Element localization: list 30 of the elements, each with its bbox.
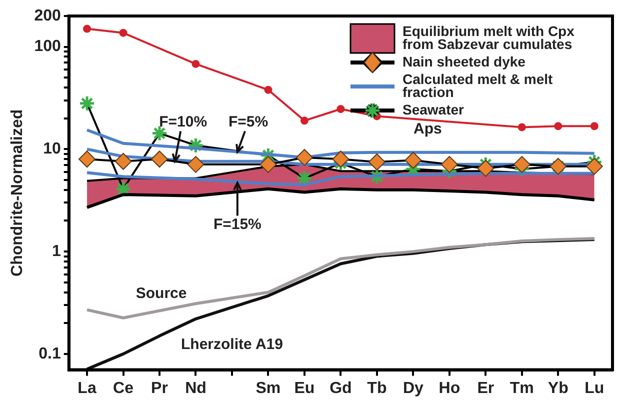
y-tick-label: 100 xyxy=(34,38,61,56)
annotation: Source xyxy=(136,284,187,302)
x-tick-label: Er xyxy=(477,380,494,397)
y-tick-label: 10 xyxy=(43,140,61,158)
annotation: F=5% xyxy=(228,113,268,130)
x-tick-label: Pr xyxy=(151,380,168,397)
x-tick-label: Lu xyxy=(584,380,604,397)
legend-label: Nain sheeted dyke xyxy=(402,53,526,70)
x-tick-label: Tb xyxy=(367,380,387,397)
x-tick-label: Sm xyxy=(256,380,281,397)
x-tick-label: Gd xyxy=(330,380,352,397)
y-axis-title: Chondrite-Normalized xyxy=(9,109,26,276)
x-tick-label: Nd xyxy=(185,380,206,397)
x-tick-label: Ce xyxy=(113,380,134,397)
x-tick-label: Ho xyxy=(438,380,460,397)
legend-label: Seawater xyxy=(402,101,465,118)
x-tick-label: Dy xyxy=(402,380,424,397)
x-tick-label: Yb xyxy=(548,380,569,397)
annotation: Lherzolite A19 xyxy=(180,336,283,354)
x-tick-label: Eu xyxy=(294,380,315,397)
annotation: Aps xyxy=(414,120,442,138)
annotation: F=10% xyxy=(159,113,208,130)
y-tick-label: 200 xyxy=(34,7,61,24)
y-tick-label: 0.1 xyxy=(38,345,61,362)
x-tick-label: La xyxy=(78,380,96,397)
x-tick-label: Tm xyxy=(510,380,534,397)
y-tick-label: 1 xyxy=(52,242,61,260)
legend-label: Calculated melt & melt fraction xyxy=(402,70,553,100)
annotation: F=15% xyxy=(213,216,262,233)
legend-label: Equilibrium melt with Cpx from Sabzevar cumulates xyxy=(402,22,575,52)
